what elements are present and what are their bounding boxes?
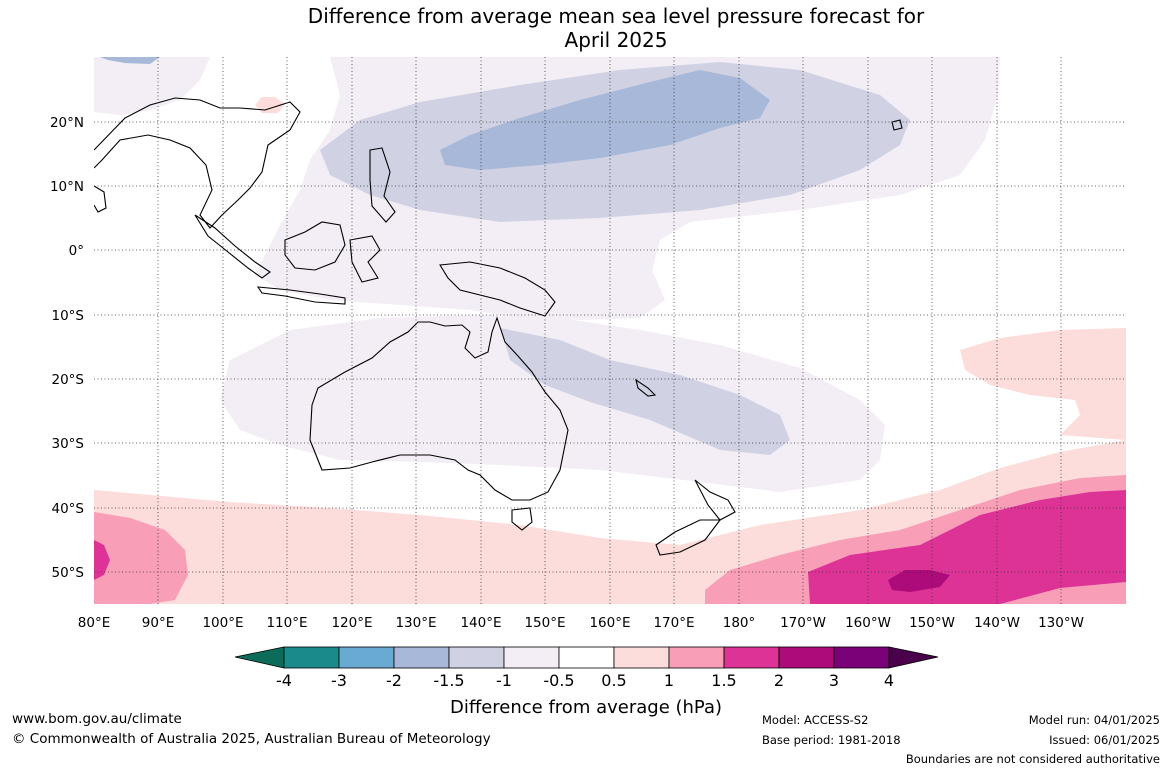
colorbar-tick-label: 1 [664,671,674,690]
lon-label-140e: 140°E [460,615,501,631]
lon-label-130w: 130°W [1038,615,1084,631]
lon-label-180: 180° [723,615,756,631]
anomaly-region-south-china-light [255,97,285,113]
lon-label-150e: 150°E [524,615,565,631]
colorbar-tick-label: 4 [884,671,894,690]
anomaly-region-top-left-strong [100,57,160,64]
model-text: Model: ACCESS-S2 [762,713,869,727]
anomaly-region-south-moderate [500,328,790,455]
anomaly-region-southeast-peak [888,570,950,592]
colorbar-tick-label: -3 [331,671,347,690]
copyright-text: © Commonwealth of Australia 2025, Austra… [12,731,491,747]
coastlines [94,97,903,556]
title-line-1: Difference from average mean sea level p… [307,4,925,28]
sumatra-outline [194,214,271,279]
colorbar-tick-label: -4 [276,671,292,690]
lon-label-90e: 90°E [142,615,174,631]
sri-lanka-outline [94,185,107,213]
colorbar-tick-label: -1 [496,671,512,690]
mainland-southeast-asia-outline [94,97,301,229]
colorbar-bin-1 [338,646,395,669]
new-zealand-north-outline [694,479,736,521]
lat-label-equator: 0° [69,243,84,259]
lon-label-110e: 110°E [266,615,307,631]
latitude-labels: 20°N 10°N 0° 10°S 20°S 30°S 40°S 50°S [50,115,84,581]
colorbar-bin-0 [283,646,340,669]
lon-label-100e: 100°E [202,615,243,631]
colorbar-tick-label: 3 [829,671,839,690]
lat-label-20n: 20°N [50,115,84,131]
colorbar-bin-5 [558,646,615,669]
colorbar-bin-6 [613,646,670,669]
lon-label-130e: 130°E [395,615,436,631]
colorbar-tick-label: -0.5 [543,671,574,690]
java-outline [256,286,346,305]
colorbar-over-extension [888,646,939,669]
boundary-disclaimer: Boundaries are not considered authoritat… [905,752,1160,766]
anomaly-region-southwest-strong [94,540,110,580]
issued-text: Issued: 06/01/2025 [1049,733,1160,747]
colorbar-title: Difference from average (hPa) [450,697,722,718]
sulawesi-outline [349,235,381,283]
colorbar-bin-2 [393,646,450,669]
colorbar-bin-7 [668,646,725,669]
lon-label-140w: 140°W [974,615,1020,631]
tasmania-outline [511,507,533,531]
colorbar-under-extension [234,646,285,669]
colorbar-tick-labels: -4 -3 -2 -1.5 -1 -0.5 0.5 1 1.5 2 3 4 [276,671,894,690]
graticule [94,57,1126,604]
website-link[interactable]: www.bom.gov.au/climate [12,711,182,727]
lat-label-40s: 40°S [52,501,85,517]
australia-outline [309,316,569,501]
lon-label-170e: 170°E [653,615,694,631]
title-line-2: April 2025 [564,28,668,52]
new-zealand-south-outline [655,519,722,556]
lon-label-80e: 80°E [78,615,110,631]
new-caledonia-outline [635,378,657,397]
map-title: Difference from average mean sea level p… [0,4,1173,52]
colorbar-bin-9 [778,646,835,669]
lon-label-160w: 160°W [845,615,891,631]
colorbar-tick-label: -2 [386,671,402,690]
borneo-outline [284,221,346,271]
colorbar [234,646,939,669]
lat-label-30s: 30°S [52,436,85,452]
model-run-text: Model run: 04/01/2025 [1028,713,1160,727]
anomaly-region-east-pacific-light [960,328,1126,440]
lon-label-170w: 170°W [780,615,826,631]
lon-label-150w: 150°W [909,615,955,631]
longitude-labels: 80°E 90°E 100°E 110°E 120°E 130°E 140°E … [78,615,1084,631]
colorbar-bin-8 [723,646,780,669]
colorbar-tick-label: -1.5 [433,671,464,690]
colorbar-tick-label: 1.5 [711,671,736,690]
lon-label-120e: 120°E [331,615,372,631]
colorbar-bin-3 [448,646,505,669]
colorbar-tick-label: 2 [774,671,784,690]
colorbar-bin-10 [833,646,890,669]
lon-label-160e: 160°E [589,615,630,631]
lat-label-10n: 10°N [50,179,84,195]
lat-label-20s: 20°S [52,372,85,388]
base-period-text: Base period: 1981-2018 [762,733,901,747]
colorbar-bin-4 [503,646,560,669]
anomaly-region-southwest-moderate [94,512,188,604]
anomaly-region-northwest-light [94,57,210,115]
hawaii-outline [891,119,903,131]
lat-label-10s: 10°S [52,308,85,324]
anomaly-region-north-strong [440,70,770,170]
philippines-outline [369,147,396,223]
lat-label-50s: 50°S [52,565,85,581]
anomaly-region-southeast-strong [808,490,1126,604]
colorbar-tick-label: 0.5 [601,671,626,690]
map-plot-area [94,57,1126,604]
